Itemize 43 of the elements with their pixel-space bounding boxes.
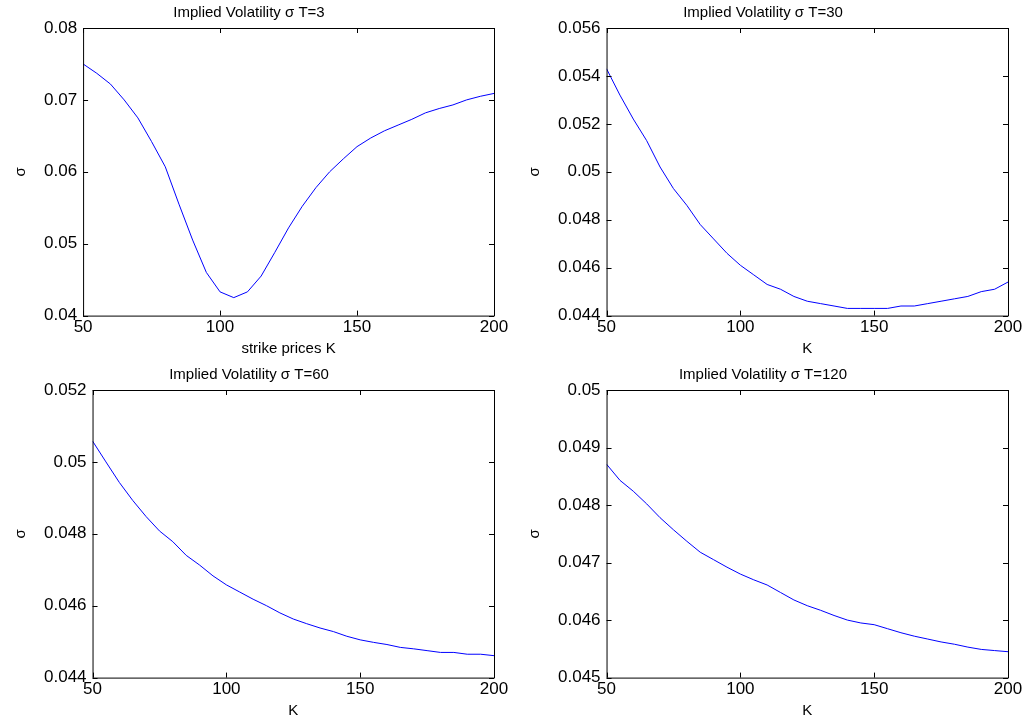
y-tick-label: 0.054	[557, 65, 601, 85]
x-tick-label: 200	[993, 679, 1023, 699]
x-tick-label: 100	[726, 679, 755, 699]
chart-title: Implied Volatility σ T=60	[169, 365, 329, 383]
y-axis-title: σ	[11, 166, 29, 177]
y-tick-label: 0.048	[557, 209, 601, 229]
y-tick-label: 0.05	[567, 161, 601, 181]
chart-title: Implied Volatility σ T=120	[678, 365, 848, 383]
x-tick-label: 200	[479, 317, 509, 337]
x-tick-label: 200	[993, 317, 1023, 337]
x-axis-title: K	[802, 701, 813, 719]
y-tick-label: 0.05	[53, 451, 87, 471]
x-tick-label: 150	[345, 679, 375, 699]
y-tick-label: 0.047	[557, 552, 601, 572]
x-tick-label: 150	[859, 317, 889, 337]
x-tick-label: 100	[205, 317, 235, 337]
x-tick-label: 100	[726, 317, 755, 337]
y-tick-label: 0.046	[557, 257, 601, 277]
y-tick-label: 0.048	[557, 494, 601, 514]
x-tick-label: 100	[212, 679, 241, 699]
y-tick-label: 0.06	[43, 161, 78, 181]
y-axis-title: σ	[11, 528, 29, 539]
y-tick-label: 0.07	[43, 89, 78, 109]
x-axis-title: K	[288, 701, 299, 719]
chart-title: Implied Volatility σ T=3	[173, 3, 325, 21]
x-axis-title: K	[802, 339, 813, 357]
y-tick-label: 0.056	[557, 17, 601, 37]
y-tick-label: 0.05	[567, 379, 601, 399]
y-tick-label: 0.08	[43, 17, 78, 37]
x-tick-label: 200	[479, 679, 509, 699]
chart-title: Implied Volatility σ T=30	[683, 3, 843, 21]
y-tick-label: 0.052	[43, 379, 87, 399]
y-tick-label: 0.052	[557, 113, 601, 133]
y-axis-title: σ	[525, 166, 543, 177]
y-axis-title: σ	[525, 528, 543, 539]
y-tick-label: 0.048	[43, 523, 87, 543]
y-tick-label: 0.046	[43, 595, 87, 615]
x-axis-title: strike prices K	[241, 339, 336, 357]
y-tick-label: 0.046	[557, 609, 601, 629]
y-tick-label: 0.049	[557, 437, 601, 457]
y-tick-label: 0.05	[43, 233, 78, 253]
x-tick-label: 150	[859, 679, 889, 699]
x-tick-label: 150	[342, 317, 372, 337]
